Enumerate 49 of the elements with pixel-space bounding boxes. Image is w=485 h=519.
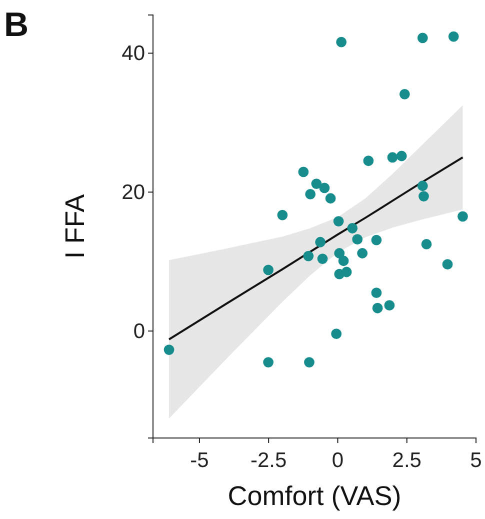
point [417, 180, 428, 192]
x-axis-title: Comfort (VAS) [228, 481, 402, 511]
point [371, 234, 382, 246]
x-tick-label: 2.5 [392, 449, 422, 472]
point [336, 36, 347, 48]
point [371, 288, 382, 298]
point [418, 191, 429, 202]
point [303, 250, 314, 262]
x-tick-label: -2.5 [250, 449, 287, 472]
point [164, 344, 174, 355]
point [387, 152, 398, 163]
point [317, 254, 328, 264]
point [315, 236, 326, 248]
point [347, 223, 358, 234]
point [338, 256, 349, 266]
y-tick-label: 40 [122, 42, 145, 65]
x-tick-label: 0 [332, 449, 344, 472]
point [384, 300, 395, 311]
y-tick-label: 0 [133, 320, 145, 343]
point [263, 357, 274, 368]
point [458, 211, 468, 222]
point [334, 248, 345, 258]
point [442, 259, 453, 270]
point [448, 31, 459, 42]
point [277, 210, 288, 220]
point [304, 357, 314, 368]
chart-title: B [4, 6, 29, 44]
point [298, 166, 309, 178]
point [311, 178, 322, 189]
point [372, 302, 383, 314]
y-axis-title: I FFA [60, 194, 90, 259]
x-tick-label: -5 [190, 449, 209, 472]
x-tick-label: 5 [470, 449, 482, 472]
point [263, 264, 274, 276]
point [417, 32, 428, 44]
point [305, 189, 316, 200]
y-tick-label: 20 [122, 180, 145, 204]
point [333, 216, 344, 226]
point [357, 248, 368, 258]
point [421, 239, 432, 250]
point [325, 193, 336, 204]
point [396, 150, 407, 162]
line-series [168, 156, 464, 340]
point [399, 88, 410, 100]
point [352, 234, 363, 245]
point [363, 156, 374, 166]
point [331, 328, 342, 340]
point [319, 182, 330, 194]
point [341, 266, 352, 278]
